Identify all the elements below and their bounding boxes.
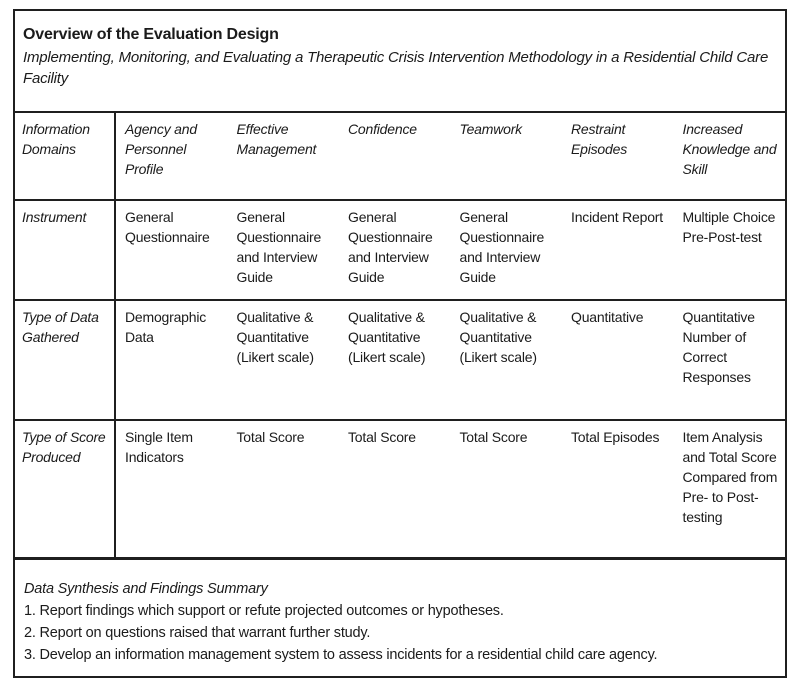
row-label-instrument: Instrument	[15, 201, 116, 299]
header-cell-restraint-episodes: Restraint Episodes	[571, 121, 627, 157]
table-cell: Quantitative Number of Correct Responses	[682, 309, 756, 385]
table-cell: Item Analysis and Total Score Compared f…	[682, 429, 778, 525]
table-header-row: Information Domains Agency and Personnel…	[15, 111, 785, 199]
table-row-type-of-data-gathered: Type of Data Gathered Demographic Data Q…	[15, 299, 785, 419]
header-cell-teamwork: Teamwork	[459, 121, 523, 137]
table-cell: Incident Report	[571, 209, 663, 225]
table-cell: Total Score	[236, 429, 305, 445]
summary-heading: Data Synthesis and Findings Summary	[24, 581, 268, 597]
data-synthesis-summary: Data Synthesis and Findings Summary 1. R…	[15, 557, 785, 676]
header-cell-agency-personnel-profile: Agency and Personnel Profile	[125, 121, 197, 177]
row-label-type-of-score-produced: Type of Score Produced	[15, 421, 116, 557]
table-cell: Single Item Indicators	[125, 429, 193, 465]
header-cell-effective-management: Effective Management	[236, 121, 317, 157]
table-cell: Total Episodes	[571, 429, 660, 445]
table-cell: General Questionnaire	[125, 209, 210, 245]
header-cell-information-domains: Information Domains	[15, 113, 116, 199]
table-cell: Qualitative & Quantitative (Likert scale…	[236, 309, 315, 365]
table-cell: Qualitative & Quantitative (Likert scale…	[459, 309, 538, 365]
table-cell: Qualitative & Quantitative (Likert scale…	[348, 309, 426, 365]
header-cell-confidence: Confidence	[348, 121, 417, 137]
summary-item: 2. Report on questions raised that warra…	[24, 625, 371, 641]
summary-item: 3. Develop an information management sys…	[24, 647, 658, 663]
figure-frame: Overview of the Evaluation Design Implem…	[13, 9, 787, 678]
table-cell: Multiple Choice Pre-Post-test	[682, 209, 776, 245]
figure-title: Overview of the Evaluation Design	[23, 26, 279, 43]
table-cell: General Questionnaire and Interview Guid…	[236, 209, 322, 285]
table-cell: Total Score	[459, 429, 528, 445]
row-label-type-of-data-gathered: Type of Data Gathered	[15, 301, 116, 419]
table-cell: Quantitative	[571, 309, 644, 325]
table-cell: Total Score	[348, 429, 416, 445]
table-cell: Demographic Data	[125, 309, 207, 345]
summary-item: 1. Report findings which support or refu…	[24, 603, 504, 619]
table-cell: General Questionnaire and Interview Guid…	[348, 209, 433, 285]
table-row-type-of-score-produced: Type of Score Produced Single Item Indic…	[15, 419, 785, 557]
figure-subtitle: Implementing, Monitoring, and Evaluating…	[23, 49, 769, 87]
header-cell-increased-knowledge-skill: Increased Knowledge and Skill	[682, 121, 777, 177]
table-cell: General Questionnaire and Interview Guid…	[459, 209, 545, 285]
title-block: Overview of the Evaluation Design Implem…	[15, 11, 785, 111]
table-row-instrument: Instrument General Questionnaire General…	[15, 199, 785, 299]
